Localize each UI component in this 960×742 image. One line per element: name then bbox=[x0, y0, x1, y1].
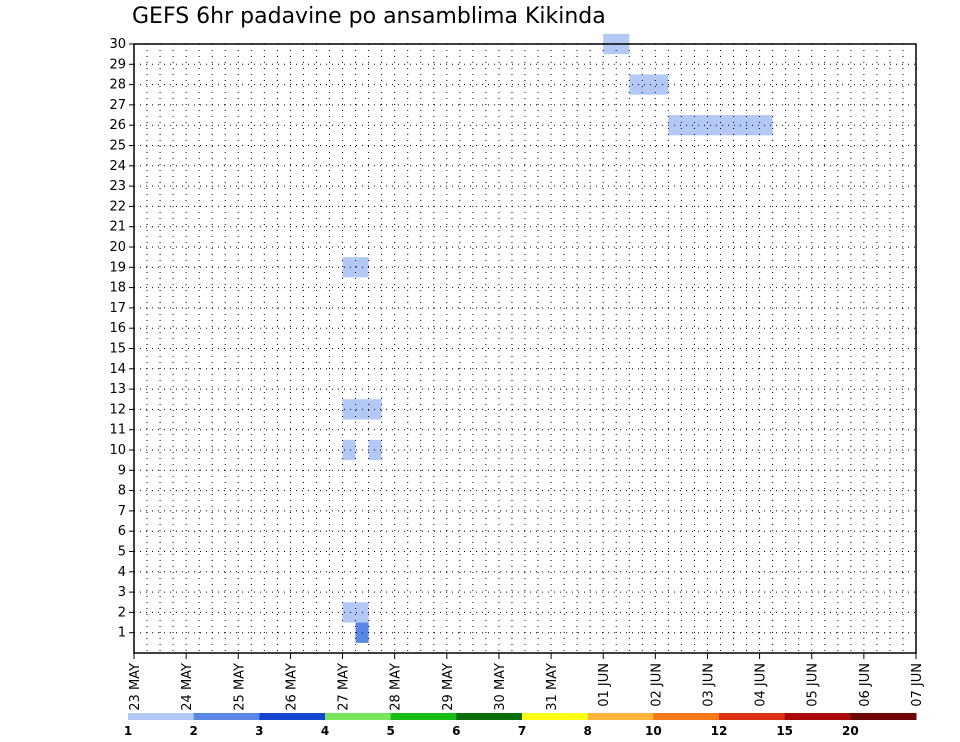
heatmap-cell bbox=[342, 257, 356, 278]
y-tick-label: 16 bbox=[109, 321, 126, 336]
colorbar-swatch bbox=[850, 713, 917, 720]
y-tick-label: 29 bbox=[109, 57, 126, 72]
colorbar-label: 3 bbox=[255, 724, 263, 738]
colorbar-swatch bbox=[390, 713, 457, 720]
x-tick-label: 23 MAY bbox=[128, 663, 143, 711]
heatmap-cell bbox=[368, 439, 382, 461]
y-tick-label: 22 bbox=[109, 199, 126, 214]
y-tick-label: 8 bbox=[118, 484, 126, 499]
colorbar-swatch bbox=[456, 713, 523, 720]
y-tick-label: 14 bbox=[109, 362, 126, 377]
colorbar-label: 7 bbox=[518, 724, 526, 738]
x-tick-label: 29 MAY bbox=[441, 663, 456, 711]
y-tick-label: 20 bbox=[109, 240, 126, 255]
x-tick-label: 01 JUN bbox=[597, 663, 612, 707]
colorbar-swatch bbox=[193, 713, 260, 720]
heatmap-cell bbox=[642, 74, 656, 95]
y-tick-label: 19 bbox=[109, 260, 126, 275]
colorbar-label: 5 bbox=[386, 724, 394, 738]
x-tick-label: 05 JUN bbox=[806, 663, 821, 707]
colorbar-label: 8 bbox=[583, 724, 591, 738]
colorbar-label: 12 bbox=[711, 724, 728, 738]
y-tick-label: 9 bbox=[118, 463, 126, 478]
y-tick-label: 4 bbox=[118, 565, 126, 580]
heatmap-cell bbox=[759, 115, 773, 136]
y-tick-label: 5 bbox=[118, 545, 126, 560]
colorbar-swatch bbox=[128, 713, 195, 720]
y-tick-label: 10 bbox=[109, 443, 126, 458]
x-tick-label: 02 JUN bbox=[649, 663, 664, 707]
colorbar-swatch bbox=[325, 713, 392, 720]
colorbar-label: 2 bbox=[189, 724, 197, 738]
y-tick-label: 3 bbox=[118, 585, 126, 600]
x-tick-label: 03 JUN bbox=[701, 663, 716, 707]
x-tick-label: 31 MAY bbox=[545, 663, 560, 711]
y-tick-label: 15 bbox=[109, 342, 126, 357]
x-tick-label: 26 MAY bbox=[284, 663, 299, 711]
x-tick-label: 24 MAY bbox=[180, 663, 195, 711]
y-tick-label: 11 bbox=[109, 423, 126, 438]
heatmap-cell bbox=[342, 399, 356, 420]
y-tick-label: 2 bbox=[118, 605, 126, 620]
heatmap-cell bbox=[342, 439, 356, 461]
heatmap-cell bbox=[655, 74, 669, 95]
y-tick-label: 17 bbox=[109, 301, 126, 316]
heatmap-cell bbox=[694, 115, 708, 136]
colorbar-label: 1 bbox=[124, 724, 132, 738]
heatmap-cell bbox=[681, 115, 695, 136]
colorbar-swatch bbox=[719, 713, 786, 720]
y-tick-label: 6 bbox=[118, 524, 126, 539]
y-tick-label: 25 bbox=[109, 139, 126, 154]
y-tick-label: 30 bbox=[109, 37, 126, 52]
x-tick-label: 06 JUN bbox=[858, 663, 873, 707]
heatmap-cell bbox=[746, 115, 760, 136]
y-tick-label: 28 bbox=[109, 78, 126, 93]
colorbar-swatch bbox=[784, 713, 851, 720]
heatmap-cell bbox=[342, 602, 356, 623]
y-tick-label: 24 bbox=[109, 159, 126, 174]
colorbar-swatch bbox=[259, 713, 326, 720]
y-tick-label: 21 bbox=[109, 220, 126, 235]
colorbar-label: 15 bbox=[776, 724, 793, 738]
colorbar-swatch bbox=[653, 713, 720, 720]
colorbar-label: 6 bbox=[452, 724, 460, 738]
colorbar-label: 10 bbox=[645, 724, 662, 738]
x-tick-label: 28 MAY bbox=[389, 663, 404, 711]
colorbar-label: 4 bbox=[321, 724, 329, 738]
y-tick-label: 1 bbox=[118, 626, 126, 641]
x-tick-label: 30 MAY bbox=[493, 663, 508, 711]
y-tick-label: 12 bbox=[109, 402, 126, 417]
y-tick-label: 23 bbox=[109, 179, 126, 194]
y-tick-label: 7 bbox=[118, 504, 126, 519]
heatmap-cell bbox=[629, 74, 643, 95]
heatmap-cell bbox=[368, 399, 382, 420]
chart-title: GEFS 6hr padavine po ansamblima Kikinda bbox=[132, 4, 606, 29]
y-tick-label: 13 bbox=[109, 382, 126, 397]
y-tick-label: 26 bbox=[109, 118, 126, 133]
colorbar-swatch bbox=[587, 713, 654, 720]
x-tick-label: 27 MAY bbox=[337, 663, 352, 711]
x-tick-label: 25 MAY bbox=[232, 663, 247, 711]
heatmap-cell bbox=[720, 115, 734, 136]
heatmap-cell bbox=[707, 115, 721, 136]
x-tick-label: 07 JUN bbox=[910, 663, 925, 707]
colorbar-swatch bbox=[522, 713, 589, 720]
colorbar-label: 20 bbox=[842, 724, 859, 738]
x-tick-label: 04 JUN bbox=[754, 663, 769, 707]
y-tick-label: 18 bbox=[109, 281, 126, 296]
y-tick-label: 27 bbox=[109, 98, 126, 113]
